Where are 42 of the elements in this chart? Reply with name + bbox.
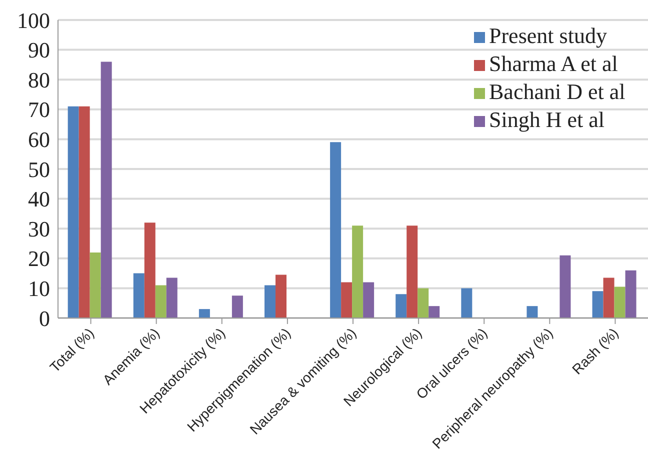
bar <box>133 273 144 318</box>
bar <box>232 296 243 318</box>
y-tick-label: 10 <box>28 276 50 302</box>
bar <box>155 285 166 318</box>
y-tick-label: 70 <box>28 97 50 122</box>
bar <box>592 291 604 318</box>
bar <box>330 142 342 318</box>
bar <box>428 306 440 318</box>
bar <box>418 288 429 318</box>
legend-label: Singh H et al <box>489 107 604 132</box>
bar <box>276 274 286 318</box>
legend-label: Bachani D et al <box>489 79 626 104</box>
y-tick-label: 90 <box>28 38 50 63</box>
legend-label: Present study <box>489 23 607 48</box>
bar <box>352 226 364 318</box>
bar <box>603 278 614 318</box>
y-tick-label: 80 <box>28 67 50 92</box>
legend-label: Sharma A et al <box>489 51 618 76</box>
y-tick-label: 20 <box>28 246 50 272</box>
y-tick-label: 100 <box>17 8 50 33</box>
bar <box>614 286 626 318</box>
bar <box>560 255 571 318</box>
bar <box>78 106 90 318</box>
bar <box>166 278 178 318</box>
bar <box>396 294 407 318</box>
bar <box>526 306 538 318</box>
y-tick-label: 60 <box>28 127 50 152</box>
bar <box>406 226 418 318</box>
y-tick-label: 50 <box>28 156 50 182</box>
bar <box>625 270 636 318</box>
bar <box>198 309 210 318</box>
bar <box>100 62 112 318</box>
y-tick-label: 30 <box>28 216 50 242</box>
bar <box>68 106 79 318</box>
bar <box>363 282 374 318</box>
bar <box>264 285 276 318</box>
y-tick-label: 40 <box>28 186 50 212</box>
bar <box>90 252 101 318</box>
bar <box>461 288 472 318</box>
bar <box>144 222 156 318</box>
y-tick-label: 0 <box>39 306 50 331</box>
bar <box>341 282 352 318</box>
